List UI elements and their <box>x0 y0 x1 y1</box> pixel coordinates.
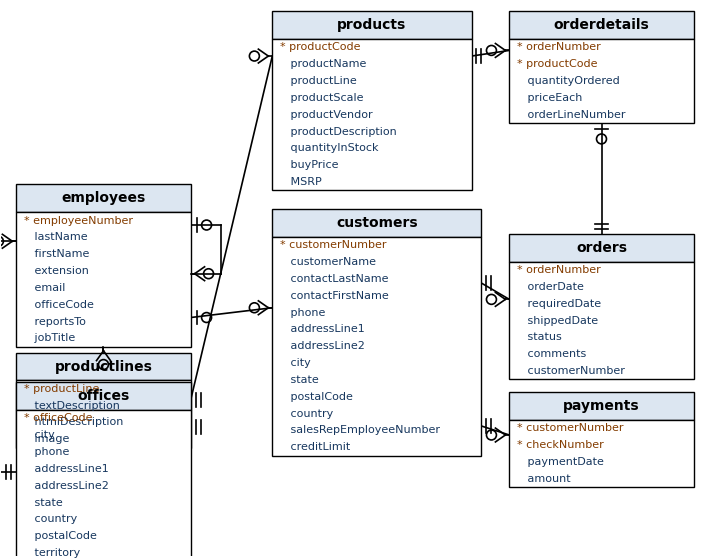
Text: quantityOrdered: quantityOrdered <box>517 76 620 86</box>
Text: textDescription: textDescription <box>25 400 120 410</box>
Text: priceEach: priceEach <box>517 93 583 103</box>
Text: customerNumber: customerNumber <box>517 366 625 376</box>
Text: payments: payments <box>563 399 640 413</box>
Bar <box>16 353 191 380</box>
Text: extension: extension <box>25 266 89 276</box>
Text: city: city <box>25 430 55 440</box>
Text: addressLine2: addressLine2 <box>280 341 365 351</box>
Text: postalCode: postalCode <box>25 531 97 541</box>
Text: territory: territory <box>25 548 81 558</box>
Text: products: products <box>337 18 407 32</box>
Text: addressLine2: addressLine2 <box>25 481 109 491</box>
Text: addressLine1: addressLine1 <box>280 324 365 334</box>
Text: status: status <box>517 332 562 342</box>
Text: * employeeNumber: * employeeNumber <box>25 216 133 226</box>
Text: buyPrice: buyPrice <box>280 160 339 170</box>
Text: salesRepEmployeeNumber: salesRepEmployeeNumber <box>280 426 440 435</box>
Text: shippedDate: shippedDate <box>517 315 599 325</box>
Text: reportsTo: reportsTo <box>25 316 86 326</box>
Text: htmlDescription: htmlDescription <box>25 417 123 427</box>
Text: paymentDate: paymentDate <box>517 457 604 467</box>
Text: firstName: firstName <box>25 249 90 259</box>
Text: officeCode: officeCode <box>25 300 94 310</box>
Text: state: state <box>25 498 63 507</box>
Bar <box>510 234 693 262</box>
Text: orderdetails: orderdetails <box>554 18 649 32</box>
Text: * orderNumber: * orderNumber <box>517 43 601 53</box>
Text: creditLimit: creditLimit <box>280 442 350 452</box>
Text: productScale: productScale <box>280 93 364 103</box>
Text: * productCode: * productCode <box>517 59 598 69</box>
Text: phone: phone <box>280 307 326 318</box>
Text: amount: amount <box>517 474 571 484</box>
Text: MSRP: MSRP <box>280 177 322 187</box>
Bar <box>510 39 693 123</box>
Bar <box>16 382 191 410</box>
Bar <box>510 262 693 379</box>
Bar <box>16 410 191 560</box>
Text: * customerNumber: * customerNumber <box>280 240 387 250</box>
Text: * orderNumber: * orderNumber <box>517 265 601 275</box>
Text: productDescription: productDescription <box>280 127 397 137</box>
Text: productLine: productLine <box>280 76 357 86</box>
Bar <box>272 209 482 237</box>
Text: customerName: customerName <box>280 257 376 267</box>
Text: country: country <box>25 515 78 524</box>
Text: state: state <box>280 375 319 385</box>
Bar <box>272 11 472 39</box>
Bar <box>272 237 482 456</box>
Text: email: email <box>25 283 66 293</box>
Text: productlines: productlines <box>55 360 152 374</box>
Text: orderLineNumber: orderLineNumber <box>517 110 626 120</box>
Text: postalCode: postalCode <box>280 391 353 402</box>
Text: jobTitle: jobTitle <box>25 333 76 343</box>
Text: phone: phone <box>25 447 69 457</box>
Text: quantityInStock: quantityInStock <box>280 143 379 153</box>
Text: productVendor: productVendor <box>280 110 373 120</box>
Bar <box>272 39 472 190</box>
Bar <box>510 392 693 420</box>
Text: comments: comments <box>517 349 587 359</box>
Text: lastName: lastName <box>25 232 88 242</box>
Text: requiredDate: requiredDate <box>517 298 601 309</box>
Text: country: country <box>280 409 334 418</box>
Text: contactFirstName: contactFirstName <box>280 291 389 301</box>
Text: * customerNumber: * customerNumber <box>517 423 624 433</box>
Bar <box>16 212 191 347</box>
Text: employees: employees <box>62 192 146 206</box>
Text: addressLine1: addressLine1 <box>25 464 109 474</box>
Text: * checkNumber: * checkNumber <box>517 440 604 450</box>
Text: city: city <box>280 358 311 368</box>
Text: * productCode: * productCode <box>280 43 361 53</box>
Text: productName: productName <box>280 59 367 69</box>
Bar <box>16 380 191 447</box>
Bar <box>510 420 693 487</box>
Text: * officeCode: * officeCode <box>25 413 93 423</box>
Text: offices: offices <box>77 389 130 403</box>
Text: orders: orders <box>576 241 627 255</box>
Text: image: image <box>25 434 69 444</box>
Text: orderDate: orderDate <box>517 282 584 292</box>
Text: customers: customers <box>336 216 418 230</box>
Text: * productLine: * productLine <box>25 384 100 394</box>
Text: contactLastName: contactLastName <box>280 274 389 284</box>
Bar <box>510 11 693 39</box>
Bar <box>16 184 191 212</box>
